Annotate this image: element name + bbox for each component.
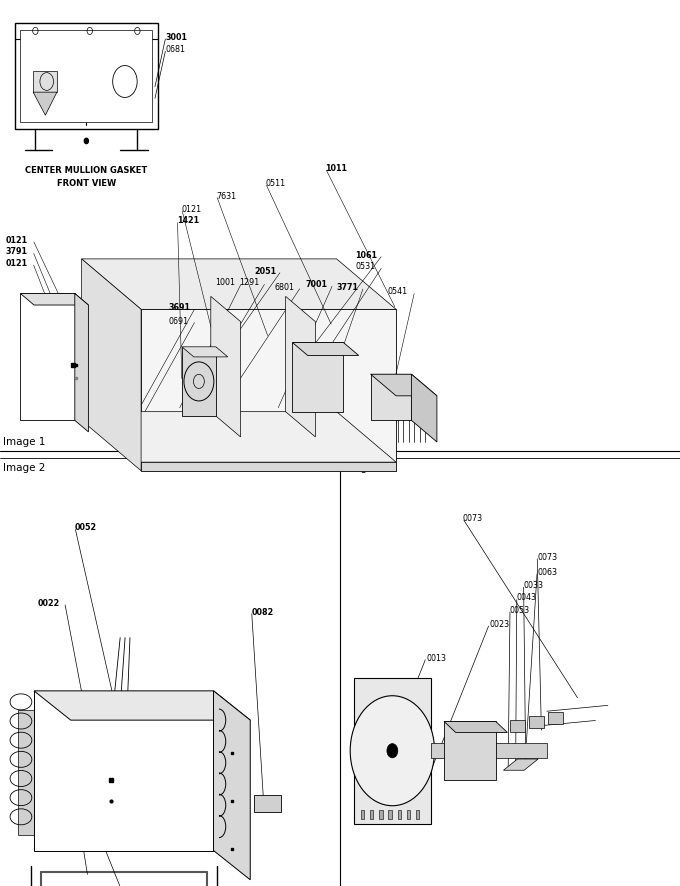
Text: 1001: 1001 (215, 278, 235, 287)
Polygon shape (407, 811, 409, 819)
Polygon shape (18, 711, 34, 835)
Text: 1011: 1011 (325, 164, 347, 173)
Circle shape (84, 139, 88, 144)
Text: 3771: 3771 (337, 283, 358, 291)
Polygon shape (292, 343, 359, 356)
Text: 0033: 0033 (524, 580, 543, 589)
Text: 0042: 0042 (37, 727, 60, 735)
Text: FRONT VIEW: FRONT VIEW (56, 179, 116, 188)
Text: 0681: 0681 (166, 45, 186, 54)
Text: 0121: 0121 (5, 236, 28, 245)
Polygon shape (444, 721, 507, 733)
Text: 0053: 0053 (510, 605, 530, 614)
Polygon shape (141, 310, 396, 471)
Polygon shape (411, 375, 437, 442)
Polygon shape (431, 743, 547, 758)
Text: 0022: 0022 (37, 598, 60, 607)
Polygon shape (82, 412, 396, 462)
Text: 3001: 3001 (166, 33, 188, 42)
Polygon shape (388, 811, 392, 819)
Polygon shape (82, 260, 141, 471)
Polygon shape (15, 24, 158, 130)
Text: 0691: 0691 (169, 316, 189, 325)
Text: 0013: 0013 (426, 653, 446, 662)
Text: 0082: 0082 (252, 607, 274, 616)
Text: 0052: 0052 (75, 523, 97, 532)
Text: 0541: 0541 (388, 287, 408, 296)
Text: CENTER MULLION GASKET: CENTER MULLION GASKET (25, 166, 148, 175)
Polygon shape (20, 294, 75, 421)
Bar (509, 720, 524, 732)
Text: 7001: 7001 (306, 280, 328, 289)
Polygon shape (141, 462, 396, 471)
Polygon shape (20, 31, 152, 123)
Polygon shape (33, 93, 57, 116)
Polygon shape (214, 691, 250, 880)
Polygon shape (415, 811, 419, 819)
Polygon shape (444, 721, 496, 780)
Polygon shape (292, 343, 343, 412)
Polygon shape (182, 347, 216, 416)
Polygon shape (361, 811, 364, 819)
Polygon shape (33, 72, 57, 93)
Polygon shape (371, 375, 437, 396)
Circle shape (350, 696, 435, 806)
Text: Image 2: Image 2 (3, 462, 46, 472)
Bar (254, 795, 281, 812)
Polygon shape (34, 691, 250, 720)
Polygon shape (379, 811, 383, 819)
Text: 7631: 7631 (216, 191, 237, 200)
Bar (528, 716, 543, 727)
Polygon shape (34, 691, 214, 851)
Polygon shape (182, 347, 228, 357)
Polygon shape (371, 375, 411, 421)
Polygon shape (398, 811, 401, 819)
Text: 1061: 1061 (356, 251, 377, 260)
Bar (547, 712, 562, 724)
Text: 3791: 3791 (5, 247, 27, 256)
Text: 1421: 1421 (177, 216, 200, 225)
Text: 6801: 6801 (274, 283, 294, 291)
Text: 0032: 0032 (37, 744, 58, 753)
Text: 0121: 0121 (5, 259, 28, 268)
Circle shape (387, 743, 398, 758)
Text: Image 1: Image 1 (3, 437, 46, 447)
Polygon shape (211, 297, 241, 438)
Text: 0063: 0063 (537, 567, 557, 576)
Text: 1291: 1291 (239, 278, 259, 287)
Polygon shape (503, 759, 538, 770)
Text: 0023: 0023 (490, 619, 510, 628)
Text: 0073: 0073 (537, 552, 558, 561)
Polygon shape (286, 297, 316, 438)
Text: Image 3: Image 3 (341, 462, 384, 472)
Text: 0511: 0511 (265, 179, 286, 188)
Polygon shape (82, 412, 337, 421)
Text: 0043: 0043 (517, 593, 537, 602)
Text: 0121: 0121 (182, 205, 202, 214)
Polygon shape (371, 811, 373, 819)
Text: 0073: 0073 (462, 514, 483, 523)
Polygon shape (75, 294, 88, 432)
Text: 0531: 0531 (356, 262, 376, 271)
Polygon shape (20, 294, 88, 306)
Text: 3691: 3691 (169, 303, 190, 312)
Text: 2051: 2051 (254, 267, 277, 276)
Polygon shape (82, 260, 396, 310)
Polygon shape (354, 678, 431, 824)
